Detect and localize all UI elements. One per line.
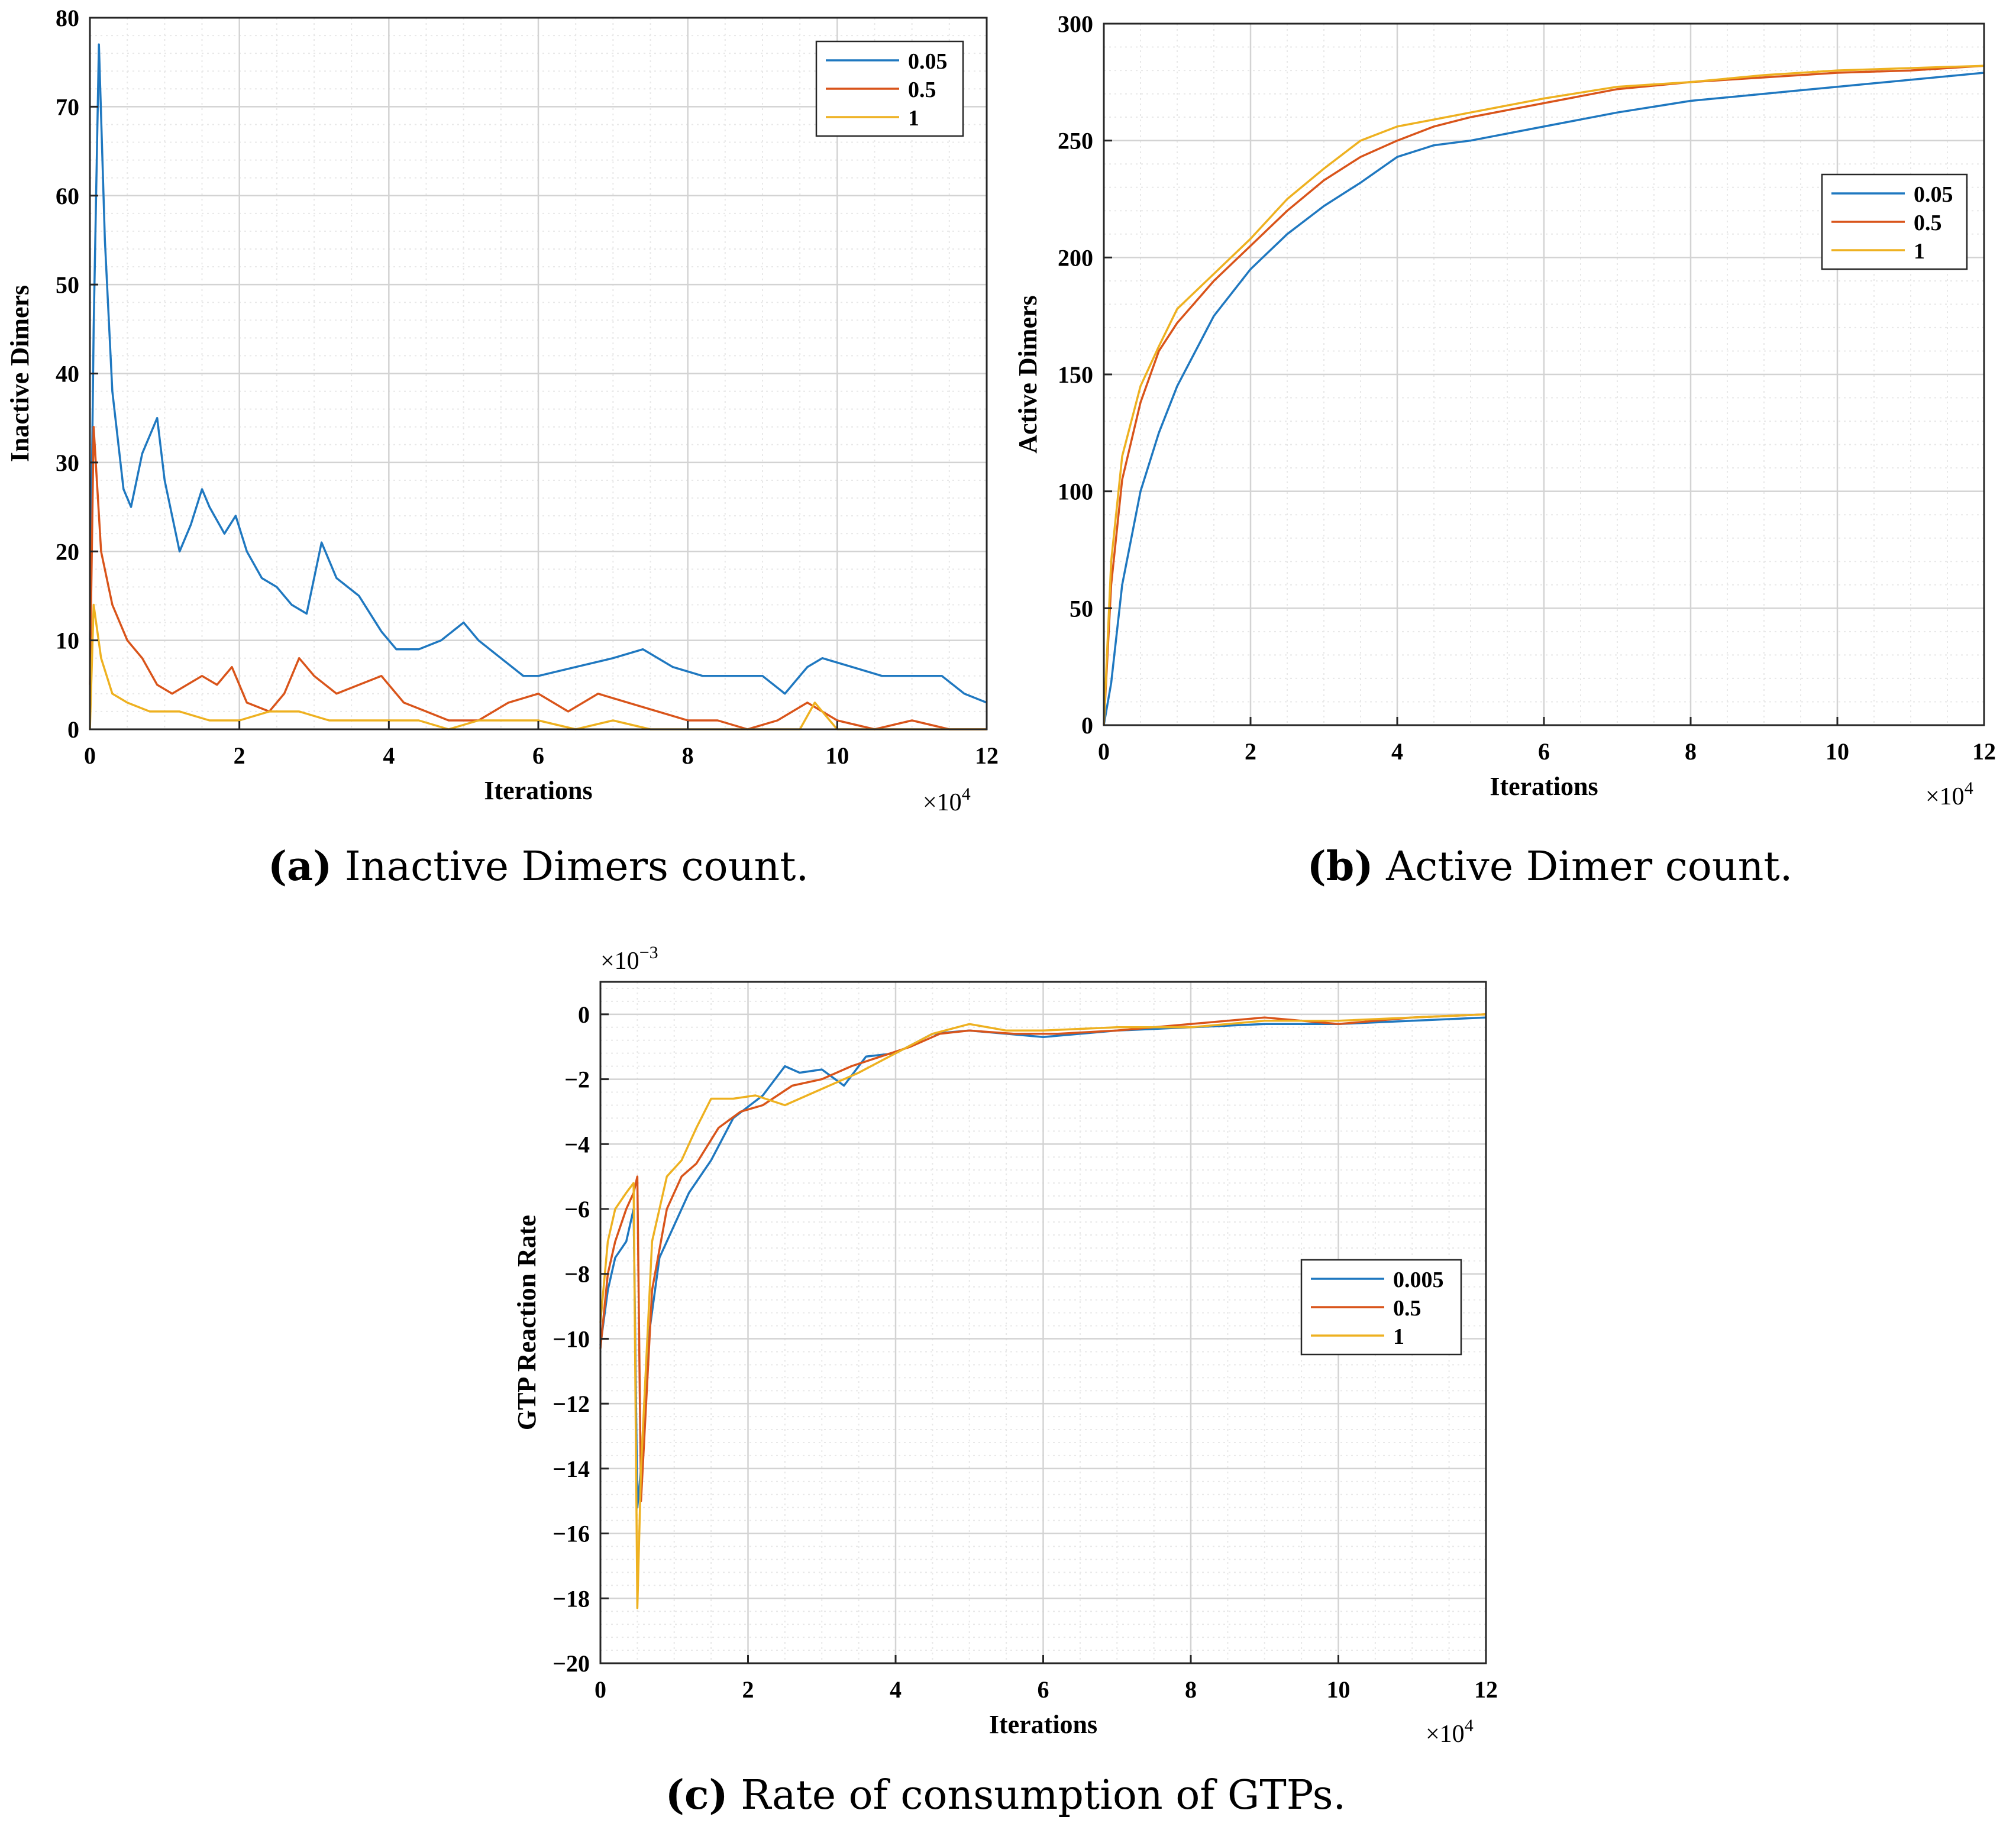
y-tick-label: 40 [56,361,79,387]
legend-label: 0.5 [1393,1296,1421,1321]
caption-a-text: Inactive Dimers count. [344,843,809,890]
y-tick-label: −8 [564,1261,590,1288]
x-tick-label: 4 [383,742,395,769]
x-tick-label: 12 [975,742,999,769]
legend-label: 1 [1393,1324,1404,1349]
y-tick-label: −16 [553,1521,590,1547]
y-tick-label: 0 [578,1001,590,1028]
x-tick-label: 12 [1474,1676,1498,1703]
x-tick-label: 6 [532,742,544,769]
legend: 0.005 0.5 1 [1300,1259,1462,1356]
caption-b-tag: (b) [1307,843,1374,890]
caption-c: (c) Rate of consumption of GTPs. [503,1771,1508,1819]
x-tick-label: 2 [742,1676,754,1703]
chart-b: 0 2 4 6 8 10 12 0 50 100 150 200 250 300 Iterations Act… [1013,11,1996,810]
x-exponent: ×104 [923,784,971,816]
legend-label: 1 [1914,239,1925,264]
x-tick-label: 12 [1972,738,1996,765]
y-tick-label: 50 [56,271,79,298]
y-tick-label: −20 [553,1650,590,1677]
y-axis-label: Inactive Dimers [5,285,34,462]
caption-a: (a) Inactive Dimers count. [89,843,988,890]
x-tick-label: 8 [1185,1676,1197,1703]
legend-label: 0.5 [1914,211,1942,235]
x-tick-label: 6 [1038,1676,1049,1703]
caption-c-tag: (c) [665,1771,728,1819]
caption-c-text: Rate of consumption of GTPs. [741,1772,1346,1819]
y-tick-label: −4 [564,1131,590,1158]
y-tick-label: 250 [1058,128,1093,154]
x-tick-label: 2 [234,742,245,769]
legend-label: 0.005 [1393,1268,1444,1292]
x-tick-label: 8 [1685,738,1697,765]
y-axis-label: Active Dimers [1013,295,1042,454]
legend-label: 0.05 [908,49,948,74]
x-tick-label: 4 [890,1676,902,1703]
x-tick-label: 0 [1098,738,1110,765]
series-line-0.5 [89,425,987,730]
series-line-1 [599,1013,1487,1609]
x-axis-label: Iterations [484,776,592,805]
legend: 0.05 0.5 1 [1821,173,1968,270]
caption-a-tag: (a) [267,843,332,890]
series-line-0.5 [599,1013,1487,1502]
x-axis-label: Iterations [989,1710,1097,1739]
x-tick-label: 10 [1826,738,1849,765]
x-tick-label: 2 [1245,738,1256,765]
y-tick-label: 30 [56,450,79,476]
y-tick-label: −12 [553,1391,590,1417]
y-tick-label: −2 [564,1066,590,1093]
y-tick-label: 100 [1058,479,1093,505]
x-exponent: ×104 [1426,1716,1474,1748]
caption-b-text: Active Dimer count. [1386,843,1793,890]
x-tick-label: 0 [84,742,96,769]
legend: 0.05 0.5 1 [815,40,964,137]
y-exponent: ×10−3 [600,943,658,975]
y-tick-label: 200 [1058,244,1093,271]
y-tick-label: −10 [553,1326,590,1352]
y-tick-label: 150 [1058,361,1093,388]
x-tick-label: 10 [1327,1676,1351,1703]
y-tick-label: −6 [564,1196,590,1223]
y-tick-label: 20 [56,538,79,565]
y-tick-label: 0 [67,716,79,743]
series-line-0.05 [89,43,987,704]
x-tick-label: 10 [825,742,849,769]
chart-a: 0 2 4 6 8 10 12 0 10 20 30 40 50 60 70 80 Iterations Inac… [5,5,999,816]
x-tick-label: 8 [682,742,694,769]
x-tick-label: 4 [1391,738,1403,765]
y-tick-label: 60 [56,183,79,209]
y-tick-label: −18 [553,1585,590,1612]
y-tick-label: 10 [56,628,79,654]
series-line-0.5 [1103,64,1985,726]
x-axis-label: Iterations [1490,772,1598,801]
legend-label: 0.5 [908,77,936,102]
x-exponent: ×104 [1925,778,1973,810]
x-tick-label: 6 [1538,738,1550,765]
y-tick-label: 300 [1058,11,1093,37]
series-line-1 [1103,64,1985,726]
y-tick-label: 0 [1081,712,1093,739]
y-axis-label: GTP Reaction Rate [512,1215,541,1430]
x-tick-label: 0 [595,1676,606,1703]
series-line-0.05 [1103,72,1985,726]
y-tick-label: −14 [553,1456,590,1482]
y-tick-label: 50 [1070,595,1093,622]
legend-label: 0.05 [1914,182,1953,207]
chart-c: 0 2 4 6 8 10 12 0 −2 −4 −6 −8 −10 −12 −14 −16 −18 −20 Iter… [512,943,1498,1748]
y-tick-label: 80 [56,5,79,31]
caption-b: (b) Active Dimer count. [1094,843,2005,890]
legend-label: 1 [908,106,919,131]
y-tick-label: 70 [56,93,79,120]
